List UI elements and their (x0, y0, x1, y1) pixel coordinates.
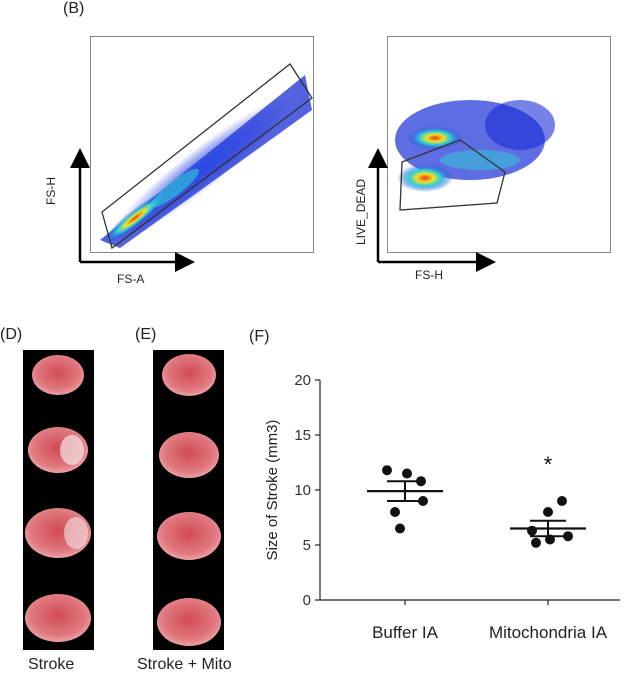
flow-right-density (395, 100, 555, 192)
data-point (418, 496, 428, 506)
panel-label-f: (F) (249, 328, 270, 345)
brain-slices-stroke-mito (157, 354, 221, 646)
brain-slice (162, 354, 216, 396)
data-point (416, 476, 426, 487)
x-tick-label: Buffer IA (372, 623, 438, 642)
flow-left-gate (101, 63, 313, 250)
panel-label-b: (B) (63, 0, 85, 17)
data-point (531, 537, 541, 548)
caption-stroke: Stroke (28, 656, 75, 673)
brain-slice (25, 594, 91, 642)
flow-right-y-label: LIVE_DEAD (354, 178, 368, 245)
y-tick-label: 20 (294, 372, 311, 389)
brain-slice (157, 598, 221, 646)
x-tick-label: Mitochondria IA (489, 623, 608, 642)
data-point (402, 468, 412, 479)
data-point (557, 496, 567, 506)
panel-label-e: (E) (135, 326, 157, 343)
data-point (527, 525, 537, 536)
data-point (543, 507, 553, 517)
y-tick-label: 0 (303, 592, 311, 609)
flow-left-x-label: FS-A (117, 272, 145, 286)
brain-slice (159, 432, 219, 478)
data-point (390, 507, 400, 517)
data-point (545, 534, 555, 545)
y-tick-label: 5 (303, 537, 311, 554)
flow-left-density (100, 75, 312, 248)
flow-left-y-label: FS-H (44, 177, 58, 205)
brain-slices-stroke (25, 355, 91, 642)
significance-marker: * (544, 452, 553, 477)
panel-label-d: (D) (0, 326, 23, 343)
stroke-size-chart: 0 5 10 15 20 Buffer IA Mitochondria IA Size of … (264, 372, 620, 642)
y-tick-label: 10 (294, 482, 311, 499)
brain-slice (157, 512, 221, 560)
y-axis-label: Size of Stroke (mm3) (264, 420, 281, 561)
flow-right-gate (399, 139, 506, 211)
y-tick-label: 15 (294, 427, 311, 444)
data-point (382, 465, 392, 476)
brain-slice (32, 355, 84, 395)
data-point (563, 531, 573, 542)
caption-stroke-mito: Stroke + Mito (137, 656, 232, 673)
flow-right-x-label: FS-H (415, 268, 443, 282)
data-point (395, 523, 405, 534)
